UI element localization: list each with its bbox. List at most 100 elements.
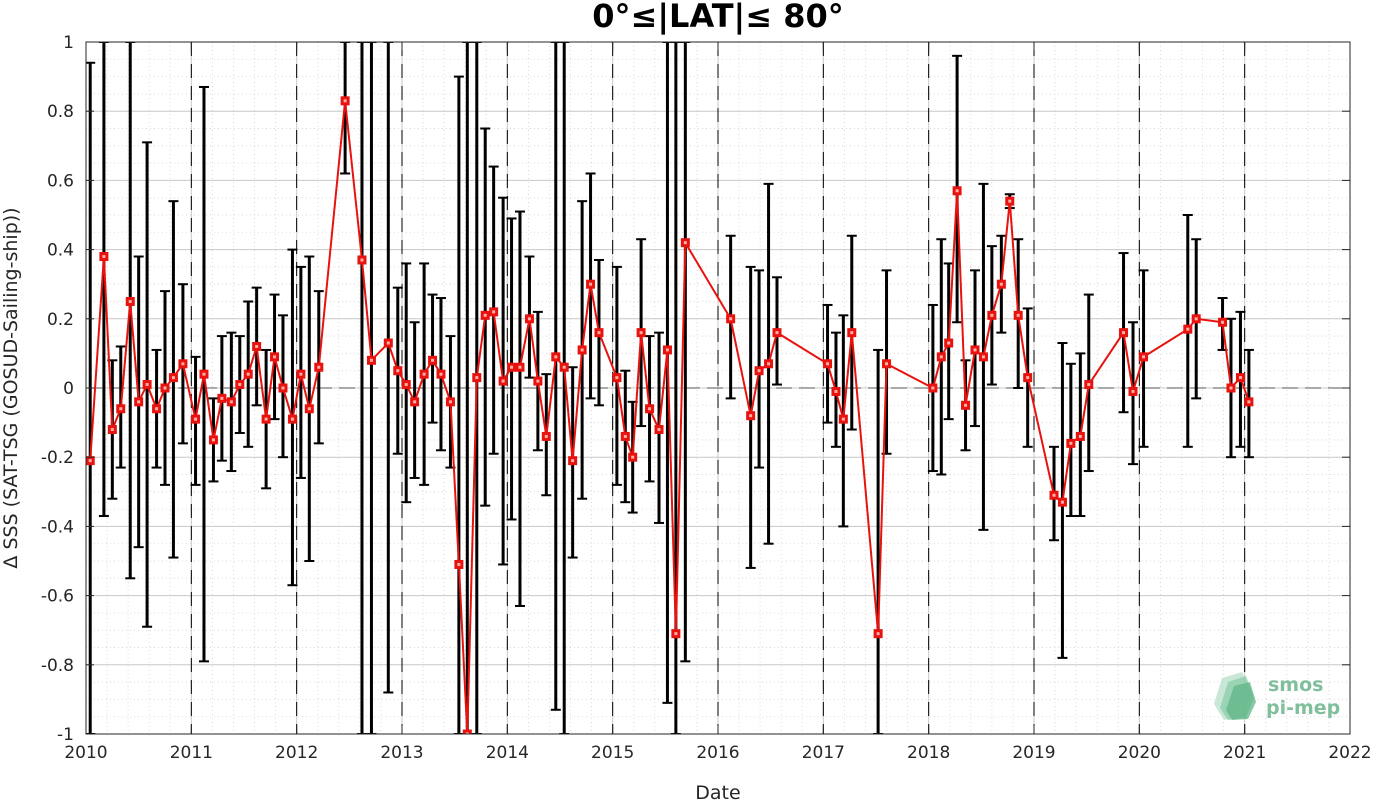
data-point-marker-highlight: [665, 348, 669, 352]
y-tick-label: -0.4: [41, 517, 74, 537]
data-point-marker-highlight: [246, 372, 250, 376]
year-boundary-lines: [190, 42, 1246, 734]
data-point-marker-highlight: [88, 459, 92, 463]
x-tick-label: 2021: [1223, 743, 1266, 763]
x-tick-label: 2015: [591, 743, 634, 763]
data-point-marker-highlight: [155, 407, 159, 411]
y-tick-label: -0.2: [41, 448, 74, 468]
y-tick-label: 0.2: [47, 310, 74, 330]
data-point-marker-highlight: [999, 282, 1003, 286]
data-point-marker-highlight: [431, 358, 435, 362]
data-series: [86, 96, 1254, 734]
data-point-marker-highlight: [623, 434, 627, 438]
data-point-marker-highlight: [749, 414, 753, 418]
data-point-marker-highlight: [181, 362, 185, 366]
x-tick-label: 2013: [380, 743, 423, 763]
data-point-marker-highlight: [1247, 400, 1251, 404]
data-point-marker-highlight: [1142, 355, 1146, 359]
data-point-marker-highlight: [536, 379, 540, 383]
data-point-marker-highlight: [674, 632, 678, 636]
data-point-marker-highlight: [211, 438, 215, 442]
data-point-marker-highlight: [202, 372, 206, 376]
data-point-marker-highlight: [404, 383, 408, 387]
y-axis-label: Δ SSS (SAT-TSG (GOSUD-Sailing-ship)): [0, 207, 22, 568]
data-point-marker-highlight: [841, 417, 845, 421]
data-point-marker-highlight: [255, 344, 259, 348]
data-point-marker-highlight: [238, 383, 242, 387]
data-point-marker-highlight: [527, 317, 531, 321]
x-tick-label: 2022: [1328, 743, 1371, 763]
data-point-marker-highlight: [597, 331, 601, 335]
y-axis-ticks: 1 0.8 0.6 0.4 0.2 0 -0.2 -0.4 -0.6 -0.8 -1: [41, 33, 1350, 745]
data-point-marker-highlight: [457, 562, 461, 566]
data-point-marker-highlight: [1008, 199, 1012, 203]
data-point-marker-highlight: [973, 348, 977, 352]
x-tick-label: 2010: [64, 743, 107, 763]
data-point-marker-highlight: [299, 372, 303, 376]
data-point-marker-highlight: [1052, 493, 1056, 497]
data-point-marker-highlight: [544, 434, 548, 438]
data-point-marker-highlight: [128, 300, 132, 303]
data-point-marker-highlight: [171, 376, 175, 380]
data-point-marker-highlight: [343, 99, 347, 103]
data-point-marker-highlight: [729, 317, 733, 321]
x-tick-label: 2016: [696, 743, 739, 763]
data-point-marker-highlight: [475, 376, 479, 380]
y-tick-label: -1: [57, 725, 74, 745]
x-tick-label: 2017: [802, 743, 845, 763]
data-point-marker-highlight: [1122, 331, 1126, 335]
data-point-marker-highlight: [657, 428, 661, 432]
x-tick-label: 2011: [170, 743, 213, 763]
data-point-marker-highlight: [757, 369, 761, 373]
data-point-marker-highlight: [317, 365, 321, 369]
chart-title: 0°≤|LAT|≤ 80°: [592, 0, 843, 36]
data-point-marker-highlight: [981, 355, 985, 359]
data-point-marker-highlight: [1026, 376, 1030, 380]
data-point-marker-highlight: [465, 732, 469, 734]
logo-text-line2: pi-mep: [1266, 697, 1340, 719]
y-tick-label: -0.8: [41, 656, 74, 676]
y-tick-label: 0.8: [47, 102, 74, 122]
data-point-marker-highlight: [964, 403, 968, 407]
x-tick-label: 2014: [486, 743, 529, 763]
data-point-marker-highlight: [273, 355, 277, 359]
data-point-marker-highlight: [307, 407, 311, 411]
data-point-marker-highlight: [767, 362, 771, 366]
data-point-marker-highlight: [1087, 383, 1091, 387]
data-point-marker-highlight: [1060, 500, 1064, 504]
data-point-marker-highlight: [1078, 434, 1082, 438]
data-point-marker-highlight: [439, 372, 443, 376]
data-point-marker-highlight: [281, 386, 285, 390]
data-point-marker-highlight: [775, 331, 779, 335]
data-point-marker-highlight: [145, 383, 149, 387]
data-point-marker-highlight: [1194, 317, 1198, 321]
data-point-marker-highlight: [990, 313, 994, 317]
data-point-marker-highlight: [510, 365, 514, 369]
data-point-marker-highlight: [220, 396, 224, 400]
x-axis-label: Date: [695, 782, 740, 801]
data-point-marker-highlight: [422, 372, 426, 376]
data-point-marker-highlight: [501, 379, 505, 383]
y-tick-label: 1: [63, 33, 74, 53]
data-point-marker-highlight: [850, 331, 854, 335]
data-point-marker-highlight: [194, 417, 198, 421]
data-point-marker-highlight: [290, 417, 294, 421]
data-point-marker-highlight: [110, 428, 114, 432]
data-point-marker-highlight: [834, 389, 838, 393]
data-point-marker-highlight: [229, 400, 233, 404]
data-point-marker-highlight: [396, 369, 400, 373]
data-point-marker-highlight: [876, 632, 880, 636]
data-point-marker-highlight: [369, 358, 373, 362]
data-point-marker-highlight: [1229, 386, 1233, 390]
x-tick-label: 2020: [1118, 743, 1161, 763]
data-point-marker-highlight: [939, 355, 943, 359]
x-axis-ticks: 2010 2011 2012 2013 2014 2015 2016 2017 2018 2019…: [64, 42, 1372, 763]
data-point-marker-highlight: [589, 282, 593, 286]
data-point-marker-highlight: [648, 407, 652, 411]
data-point-marker-highlight: [102, 255, 106, 259]
data-point-marker-highlight: [518, 365, 522, 369]
data-point-marker-highlight: [826, 362, 830, 366]
data-point-marker-highlight: [955, 189, 959, 193]
data-point-marker-highlight: [683, 241, 687, 245]
